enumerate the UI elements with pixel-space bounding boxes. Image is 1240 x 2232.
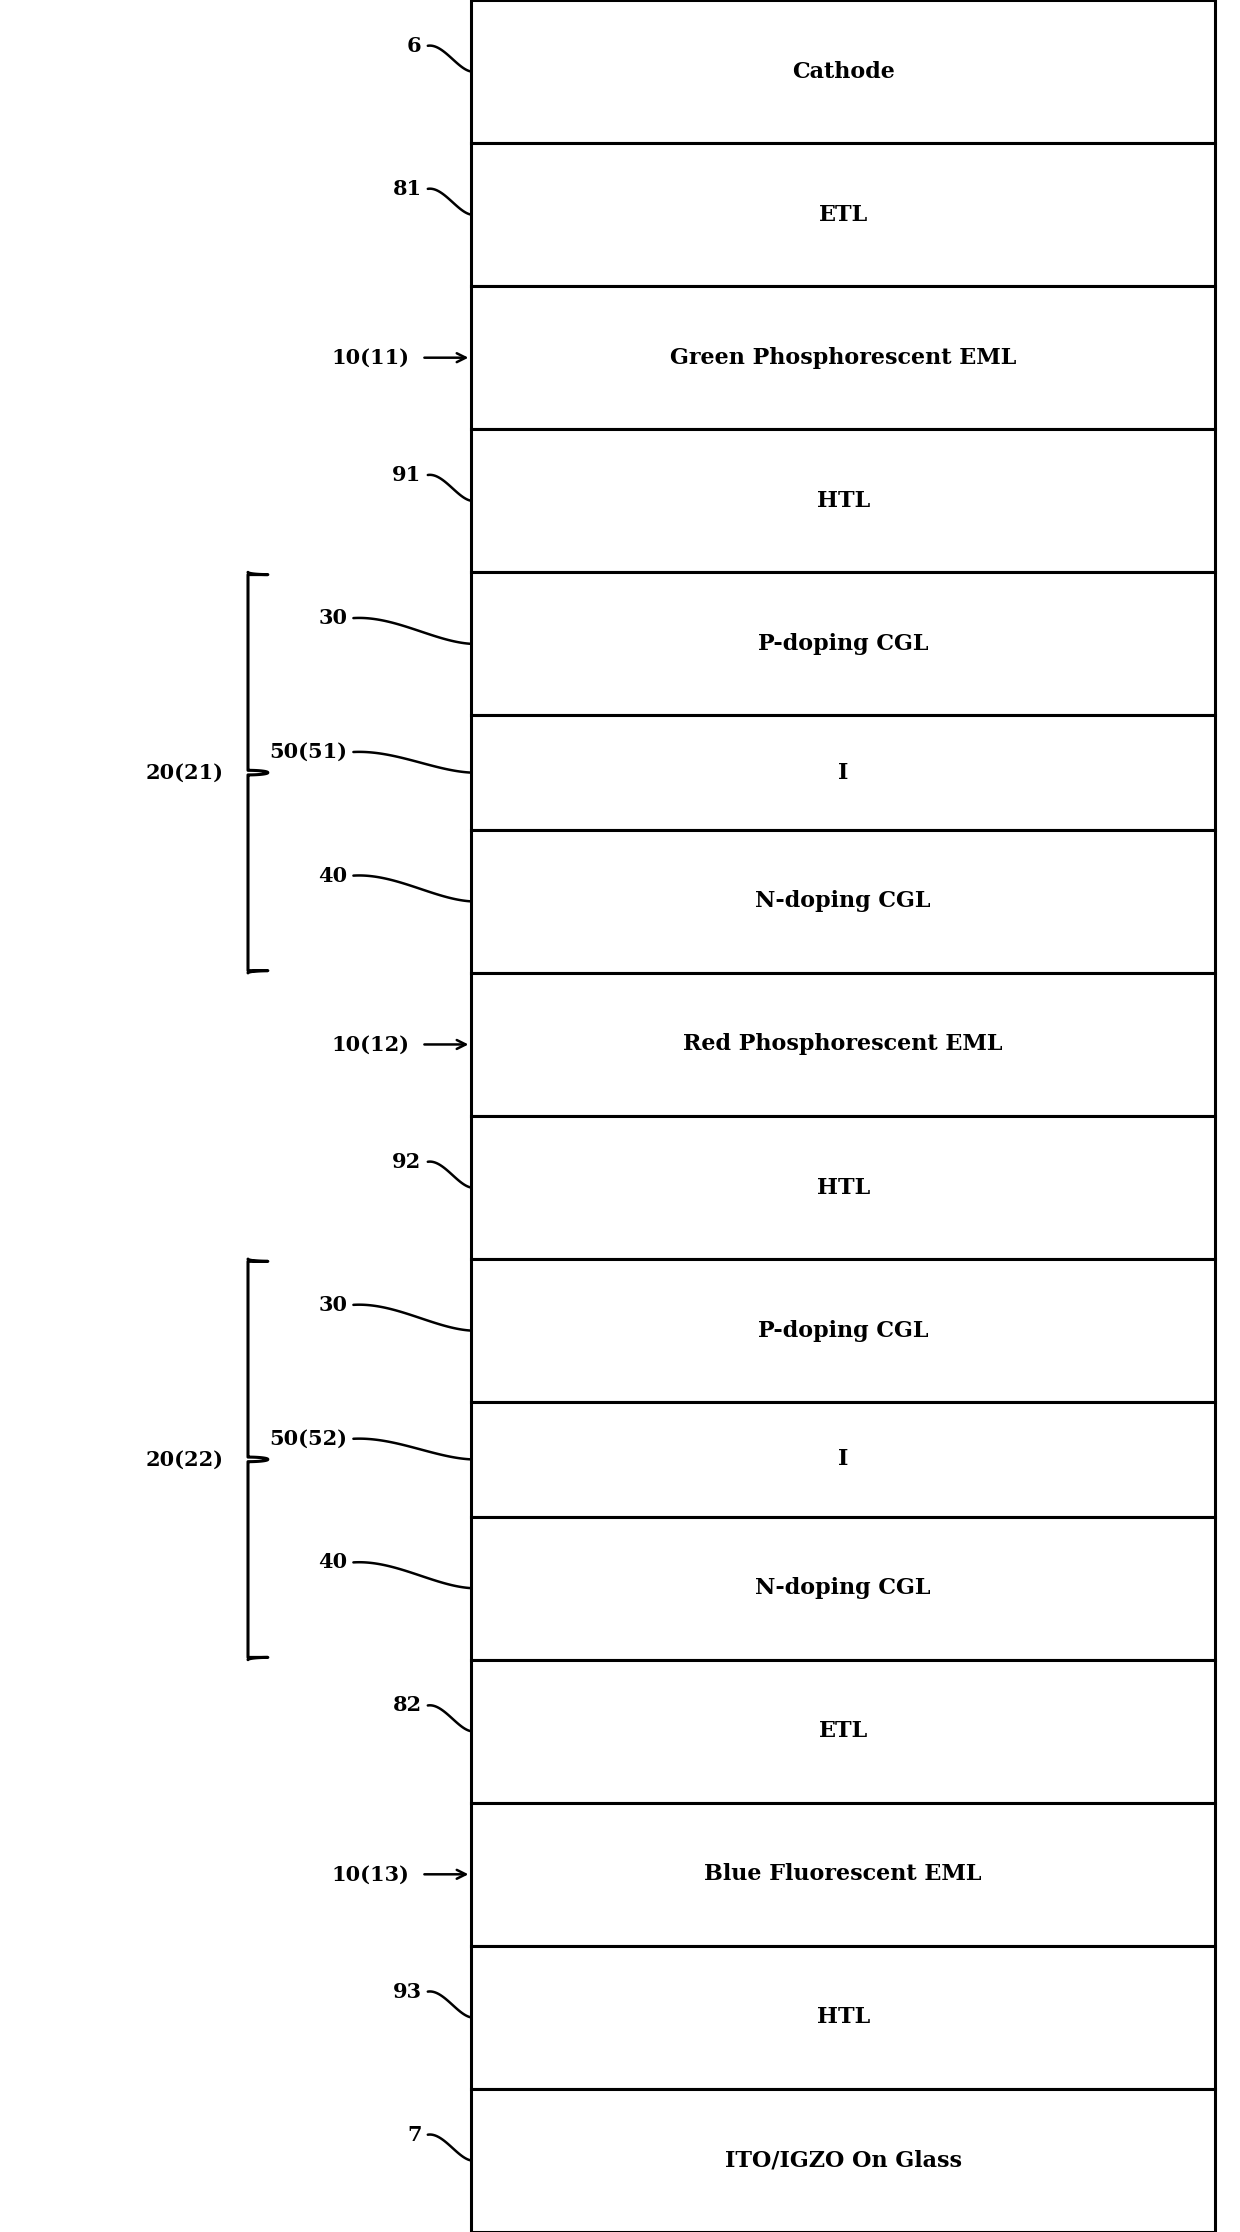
Text: 10(11): 10(11)	[331, 348, 409, 368]
Bar	[471, 1803, 1215, 1946]
Text: N-doping CGL: N-doping CGL	[755, 1578, 931, 1598]
Text: P-doping CGL: P-doping CGL	[758, 1319, 929, 1341]
Text: 30: 30	[319, 1295, 347, 1315]
Bar	[471, 1946, 1215, 2089]
Text: 50(52): 50(52)	[269, 1428, 347, 1449]
Text: 81: 81	[393, 179, 422, 199]
Text: 91: 91	[392, 464, 422, 484]
Text: Cathode: Cathode	[792, 60, 894, 83]
Bar	[471, 1402, 1215, 1516]
Bar	[471, 143, 1215, 286]
Text: 7: 7	[407, 2125, 422, 2145]
Text: HTL: HTL	[817, 2007, 869, 2029]
Bar	[471, 830, 1215, 973]
Text: 20(21): 20(21)	[145, 763, 223, 783]
Text: N-doping CGL: N-doping CGL	[755, 891, 931, 913]
Bar	[471, 1661, 1215, 1803]
Text: 10(12): 10(12)	[331, 1033, 409, 1054]
Bar	[471, 1259, 1215, 1402]
Text: 10(13): 10(13)	[331, 1864, 409, 1884]
Text: 40: 40	[319, 1553, 347, 1571]
Text: ITO/IGZO On Glass: ITO/IGZO On Glass	[724, 2149, 962, 2172]
Text: 20(22): 20(22)	[145, 1449, 223, 1469]
Text: HTL: HTL	[817, 489, 869, 511]
Bar	[471, 429, 1215, 571]
Text: 30: 30	[319, 607, 347, 627]
Text: HTL: HTL	[817, 1176, 869, 1199]
Text: P-doping CGL: P-doping CGL	[758, 634, 929, 654]
Text: I: I	[838, 761, 848, 783]
Text: Green Phosphorescent EML: Green Phosphorescent EML	[670, 346, 1017, 368]
Bar	[471, 286, 1215, 429]
Text: 50(51): 50(51)	[269, 741, 347, 761]
Bar	[471, 1116, 1215, 1259]
Text: Red Phosphorescent EML: Red Phosphorescent EML	[683, 1033, 1003, 1056]
Bar	[471, 571, 1215, 716]
Text: Blue Fluorescent EML: Blue Fluorescent EML	[704, 1864, 982, 1886]
Bar	[471, 1516, 1215, 1661]
Text: 93: 93	[393, 1982, 422, 2002]
Bar	[471, 2089, 1215, 2232]
Text: 82: 82	[393, 1696, 422, 1716]
Text: ETL: ETL	[818, 203, 868, 225]
Text: 6: 6	[407, 36, 422, 56]
Bar	[471, 716, 1215, 830]
Text: I: I	[838, 1449, 848, 1471]
Text: ETL: ETL	[818, 1721, 868, 1743]
Bar	[471, 973, 1215, 1116]
Bar	[471, 0, 1215, 143]
Text: 92: 92	[392, 1152, 422, 1172]
Text: 40: 40	[319, 866, 347, 886]
